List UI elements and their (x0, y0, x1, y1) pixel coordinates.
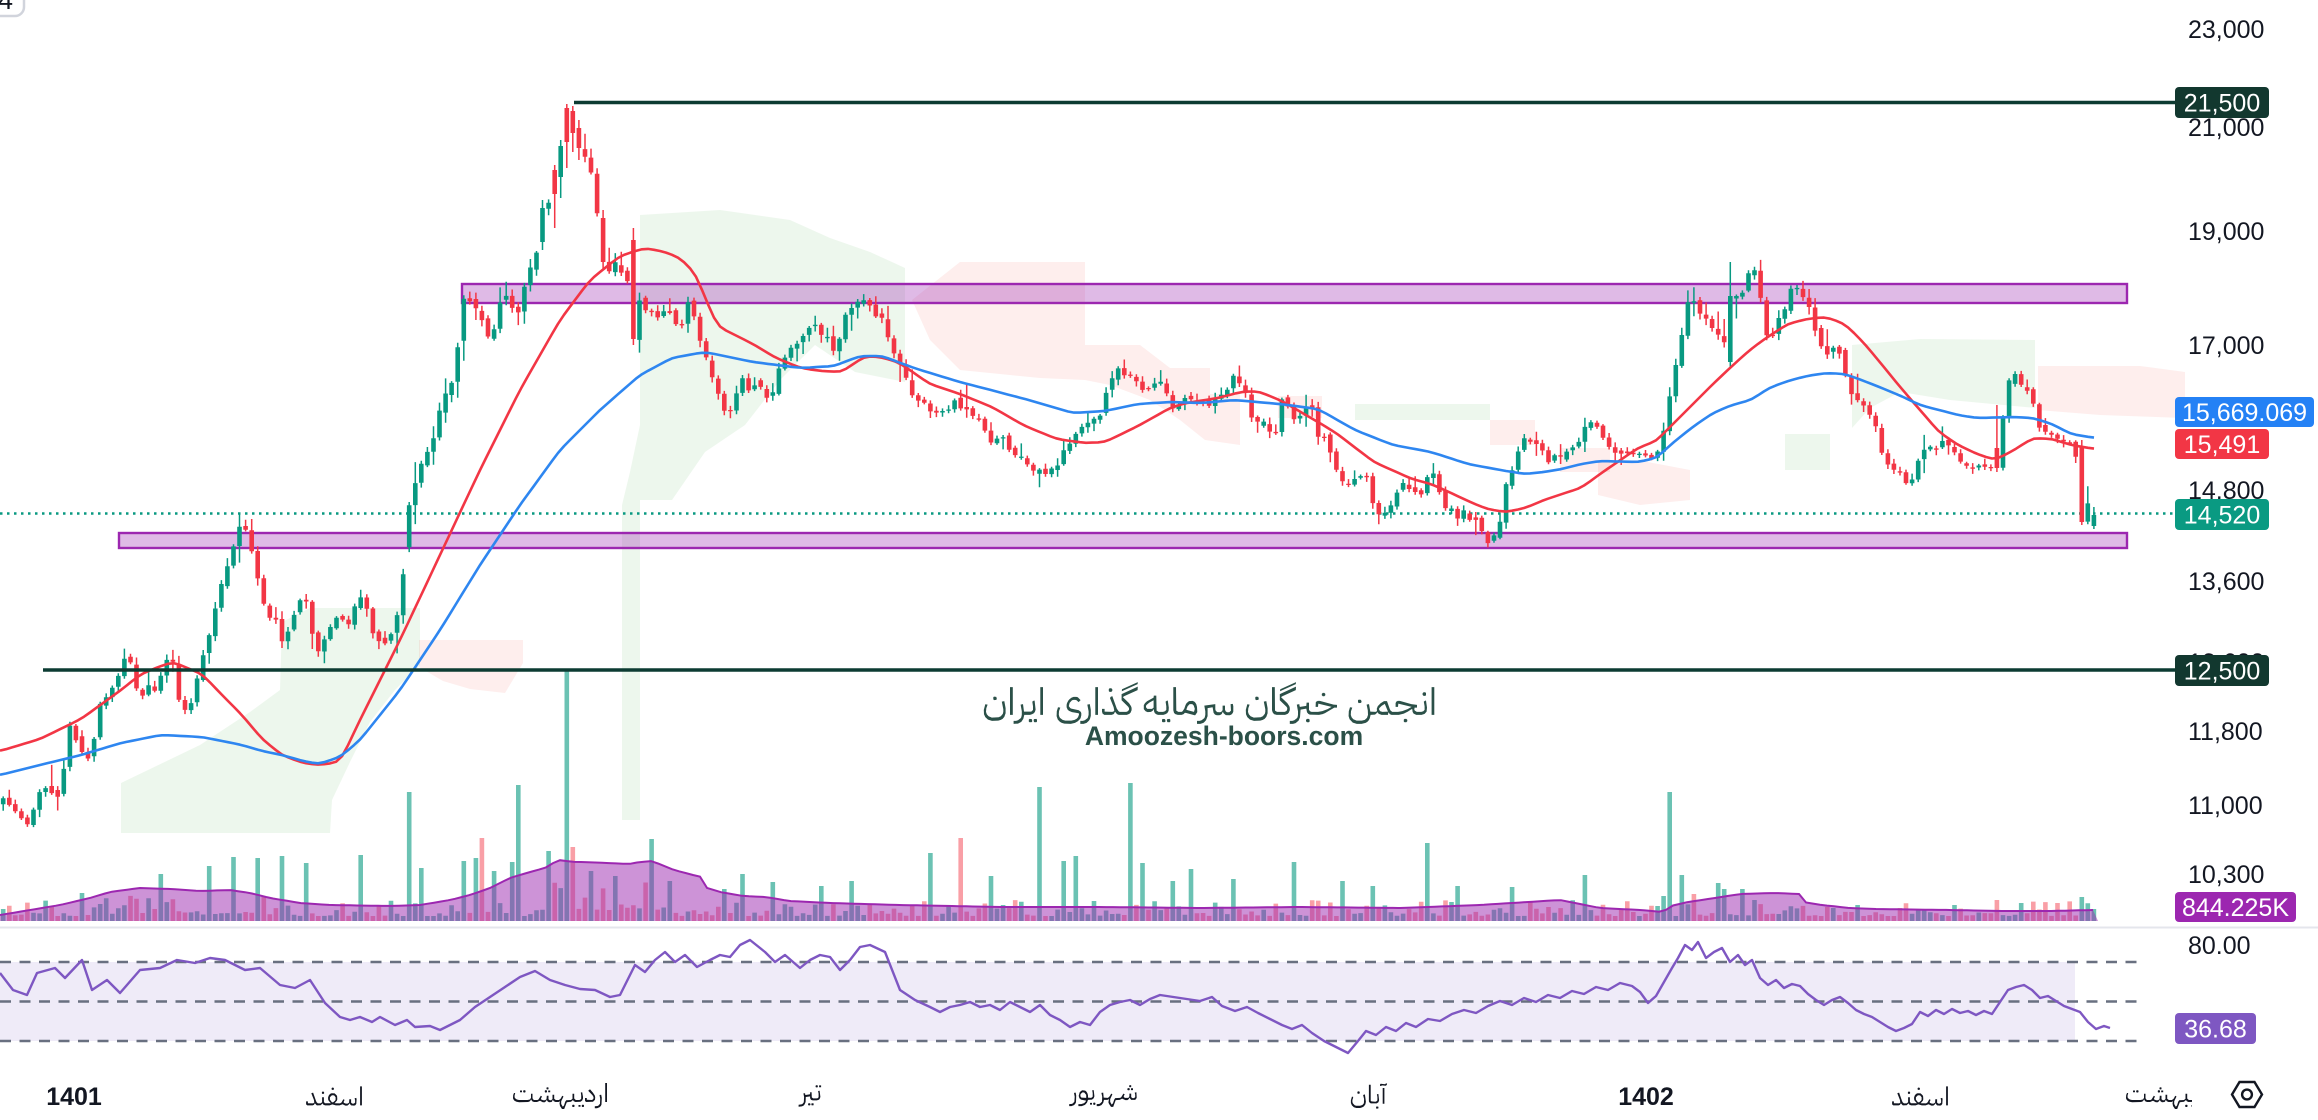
svg-text:13,600: 13,600 (2188, 568, 2264, 596)
svg-text:10,300: 10,300 (2188, 861, 2264, 889)
svg-text:12,500: 12,500 (2184, 658, 2260, 686)
svg-text:1402: 1402 (1618, 1083, 1674, 1111)
svg-text:21,500: 21,500 (2184, 90, 2260, 118)
svg-text:11,800: 11,800 (2188, 718, 2263, 746)
svg-text:19,000: 19,000 (2188, 218, 2264, 246)
svg-text:4: 4 (0, 0, 13, 15)
svg-text:15,491: 15,491 (2184, 431, 2260, 459)
svg-text:1401: 1401 (46, 1083, 102, 1111)
svg-text:14,520: 14,520 (2184, 502, 2260, 530)
svg-text:844.225K: 844.225K (2182, 894, 2289, 922)
svg-text:Amoozesh-boors.com: Amoozesh-boors.com (1085, 721, 1363, 751)
svg-text:21,000: 21,000 (2188, 114, 2264, 142)
svg-text:23,000: 23,000 (2188, 16, 2264, 44)
svg-text:80.00: 80.00 (2188, 932, 2251, 960)
svg-text:11,000: 11,000 (2188, 792, 2263, 820)
svg-text:17,000: 17,000 (2188, 332, 2264, 360)
svg-text:36.68: 36.68 (2184, 1016, 2247, 1044)
svg-text:15,669.069: 15,669.069 (2182, 399, 2307, 427)
